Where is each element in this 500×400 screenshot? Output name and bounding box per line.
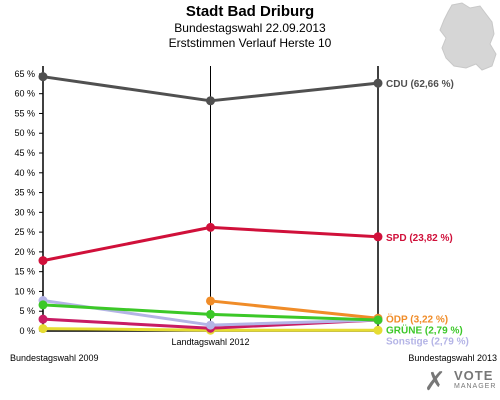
data-point-fdp [38,324,48,334]
y-tick-label: 25 % [14,227,35,237]
logo-word-manager: MANAGER [454,383,497,390]
data-point-sonstige [206,320,215,330]
data-point-spd [38,256,48,266]
series-group [38,72,383,335]
y-tick-label: 0 % [19,326,35,336]
y-tick-label: 30 % [14,207,35,217]
series-labels: CDU (62,66 %) SPD (23,82 %) ÖDP (3,22 %)GR… [386,79,469,347]
chart-subtitle: Bundestagswahl 22.09.2013 [174,21,326,35]
logo-word-vote: VOTE [454,368,494,383]
data-point-spd [206,222,215,232]
vote-check-icon: ✗ [424,366,446,396]
series-line-ödp [210,299,379,320]
y-axis-ticks: 0 % 5 % 10 % 15 % 20 % 25 % 30 % 35 % 40 % 45 % 50… [14,69,43,336]
data-point-ödp [206,296,215,306]
y-tick-label: 15 % [14,267,35,277]
x-axis-ticks: Bundestagswahl 2009 Landtagswahl 2012 Bund… [10,337,497,363]
y-tick-label: 60 % [14,89,35,99]
y-tick-label: 45 % [14,148,35,158]
series-end-label-ödp: ÖDP (3,22 %) [386,312,448,325]
y-tick-label: 35 % [14,188,35,198]
chart-axes [42,66,379,332]
data-point-linke [38,314,48,324]
y-tick-label: 40 % [14,168,35,178]
votemanager-logo: ✗ VOTE MANAGER [424,364,496,396]
data-point-spd [373,232,383,242]
series-end-label-sonstige: Sonstige (2,79 %) [386,336,469,347]
x-tick-label: Bundestagswahl 2009 [10,353,99,363]
chart-subtitle-2: Erststimmen Verlauf Herste 10 [168,36,332,50]
data-point-cdu [38,72,48,82]
data-point-cdu [373,78,383,88]
chart-titles: Stadt Bad Driburg Bundestagswahl 22.09.2… [0,2,500,51]
data-point-grüne [38,300,48,310]
y-tick-label: 50 % [14,128,35,138]
data-point-grüne [373,315,383,325]
y-tick-label: 65 % [14,69,35,79]
x-tick-label: Landtagswahl 2012 [171,337,249,347]
series-end-label-cdu: CDU (62,66 %) [386,79,454,90]
y-tick-label: 5 % [19,306,35,316]
data-point-fdp [373,325,383,335]
series-end-label-spd: SPD (23,82 %) [386,233,453,244]
chart-title: Stadt Bad Driburg [185,3,315,20]
data-point-cdu [206,96,215,106]
y-tick-label: 20 % [14,247,35,257]
y-tick-label: 10 % [14,286,35,296]
series-end-label-grüne: GRÜNE (2,79 %) [386,323,463,336]
y-tick-label: 55 % [14,108,35,118]
germany-map-icon [439,2,497,71]
data-point-grüne [206,309,215,319]
x-tick-label: Bundestagswahl 2013 [408,353,497,363]
